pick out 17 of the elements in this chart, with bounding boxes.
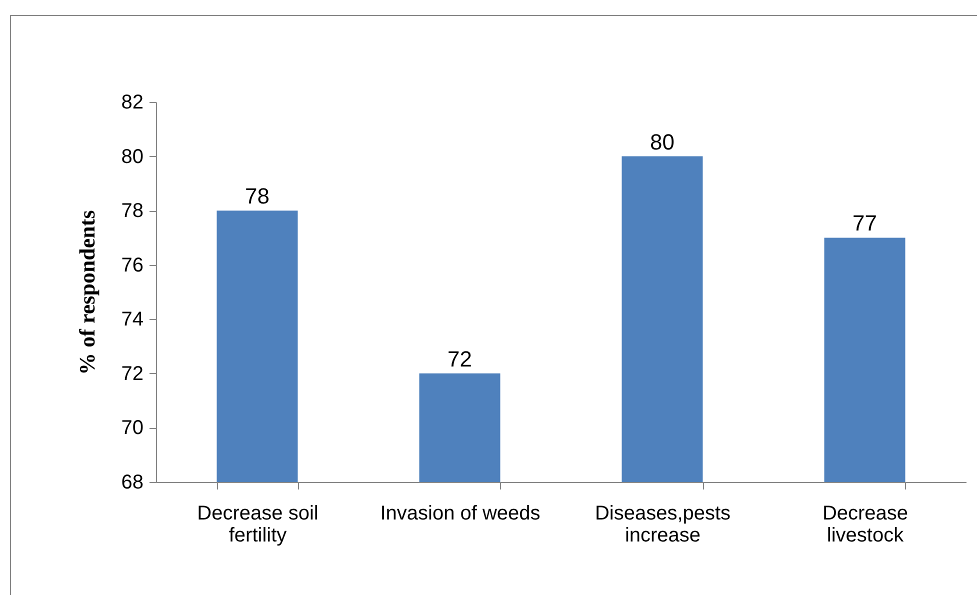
y-tick-label: 82 [121,92,144,114]
y-tick-label: 78 [121,200,144,222]
y-axis-title: % of respondents [74,210,100,375]
y-tick-label: 76 [121,254,144,276]
data-label: 77 [852,210,877,236]
x-tick-label: Decrease soil fertility [197,502,318,546]
data-label: 72 [448,346,472,372]
x-tick-label: Decrease livestock [822,502,908,546]
x-tick-label: Invasion of weeds [380,502,540,524]
y-tick-label: 74 [121,308,144,331]
data-label: 80 [650,129,674,154]
y-tick-label: 70 [121,417,144,440]
y-tick-label: 72 [121,362,144,385]
x-tick-label: Diseases,pests increase [594,502,731,546]
data-label: 78 [245,184,270,209]
y-tick-label: 68 [121,472,144,494]
y-tick-label: 80 [121,146,144,168]
